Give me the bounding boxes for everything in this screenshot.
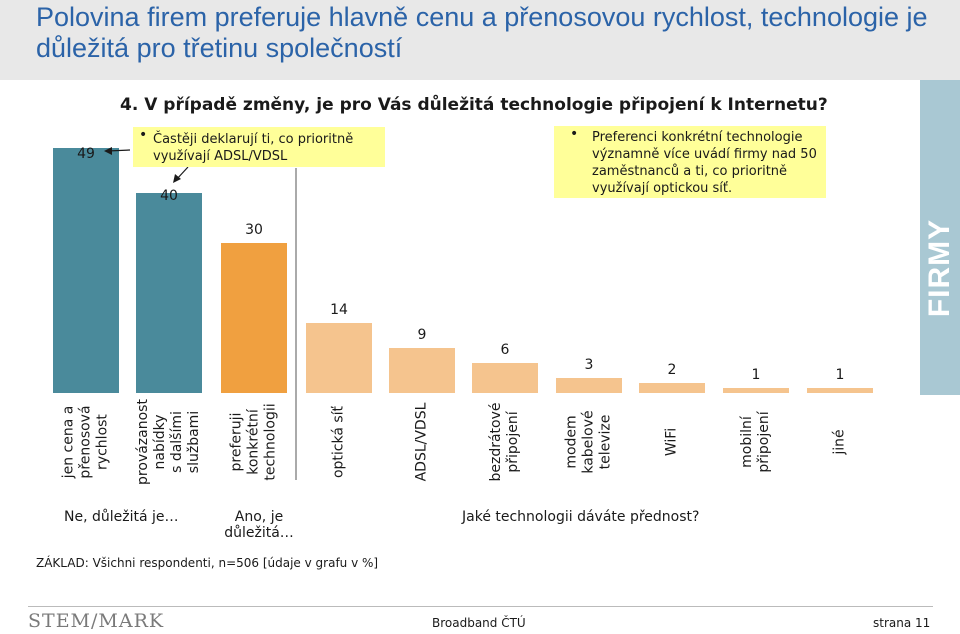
footer-divider <box>28 606 933 607</box>
tick-label-line: nabídky <box>152 414 168 470</box>
note-right: • Preferenci konkrétní technologie význa… <box>554 126 826 198</box>
base-note: ZÁKLAD: Všichni respondenti, n=506 [údaj… <box>36 556 379 570</box>
stem-mark-logo: STEM/MARK <box>28 610 165 632</box>
tick-label-line: optická síť <box>330 405 347 479</box>
bar <box>556 378 622 393</box>
note-right-text: Preferenci konkrétní technologie významn… <box>592 130 817 196</box>
tick-label-line: televize <box>597 414 614 470</box>
title-band <box>0 0 960 80</box>
bar <box>221 243 287 393</box>
tick-label-line: jiné <box>831 429 848 455</box>
tick-label-line: připojení <box>505 411 521 473</box>
bullet-icon: • <box>139 127 148 143</box>
page-number: strana 11 <box>873 616 931 630</box>
group-label-yes: Ano, je důležitá… <box>224 509 294 541</box>
tick-label-line: přenosová <box>77 405 94 479</box>
tick-label: modem kabelové televize <box>564 410 615 473</box>
data-label: 30 <box>245 222 263 238</box>
data-label: 1 <box>752 367 761 383</box>
side-band <box>920 80 960 395</box>
bar <box>807 388 873 393</box>
question-text: 4. V případě změny, je pro Vás důležitá … <box>120 95 828 115</box>
data-label: 1 <box>836 367 845 383</box>
note-left-text: Častěji deklarují ti, co prioritně využí… <box>153 132 354 164</box>
tick-label: bezdrátové připojení <box>488 402 522 481</box>
data-label: 9 <box>418 327 427 343</box>
tick-label: preferuji konkrétní technologii <box>229 403 280 480</box>
data-label: 6 <box>501 342 510 358</box>
tick-label-line: připojení <box>756 411 772 473</box>
bar <box>136 193 202 393</box>
bullet-icon: • <box>570 126 579 142</box>
arrow-head <box>173 174 181 183</box>
tick-label-line: rychlost <box>94 414 111 470</box>
bar <box>306 323 372 393</box>
tick-label: ADSL/VDSL <box>414 403 431 482</box>
group-label-no: Ne, důležitá je… <box>64 509 179 525</box>
tick-label: WiFi <box>664 428 681 456</box>
tick-label-line: mobilní <box>739 416 755 468</box>
data-label: 40 <box>160 188 178 204</box>
data-label: 2 <box>668 362 677 378</box>
bar <box>723 388 789 393</box>
page-title: Polovina firem preferuje hlavně cenu a p… <box>36 2 928 63</box>
tick-label-line: modem <box>563 415 580 469</box>
tick-label-line: WiFi <box>663 427 680 457</box>
tick-label-line: službami <box>186 410 202 474</box>
tick-label: mobilní připojení <box>739 411 773 472</box>
tick-label-line: kabelové <box>580 410 597 474</box>
tick-label-line: jen cena a <box>60 405 77 479</box>
bar <box>389 348 455 393</box>
tick-label-line: technologii <box>262 403 279 481</box>
note-left: • Častěji deklarují ti, co prioritně vyu… <box>133 127 385 167</box>
group-label-which: Jaké technologii dáváte přednost? <box>462 509 700 525</box>
tick-label: jiné <box>832 429 849 454</box>
data-label: 49 <box>77 146 95 162</box>
tick-label-line: ADSL/VDSL <box>413 402 430 482</box>
data-label: 14 <box>330 302 348 318</box>
tick-label-line: konkrétní <box>245 409 262 475</box>
tick-label: provázanost nabídky s dalšími službami <box>135 399 203 485</box>
bar <box>472 363 538 393</box>
tick-label-line: provázanost <box>135 399 151 485</box>
tick-label-line: s dalšími <box>169 411 185 473</box>
footer-center-text: Broadband ČTÚ <box>432 616 526 630</box>
arrow-head <box>104 147 112 155</box>
tick-label-line: bezdrátové <box>488 402 504 482</box>
data-label: 3 <box>585 357 594 373</box>
tick-label: optická síť <box>331 406 348 478</box>
tick-label: jen cena a přenosová rychlost <box>61 405 112 478</box>
bar <box>53 148 119 393</box>
tick-label-line: preferuji <box>228 412 245 472</box>
bar <box>639 383 705 393</box>
